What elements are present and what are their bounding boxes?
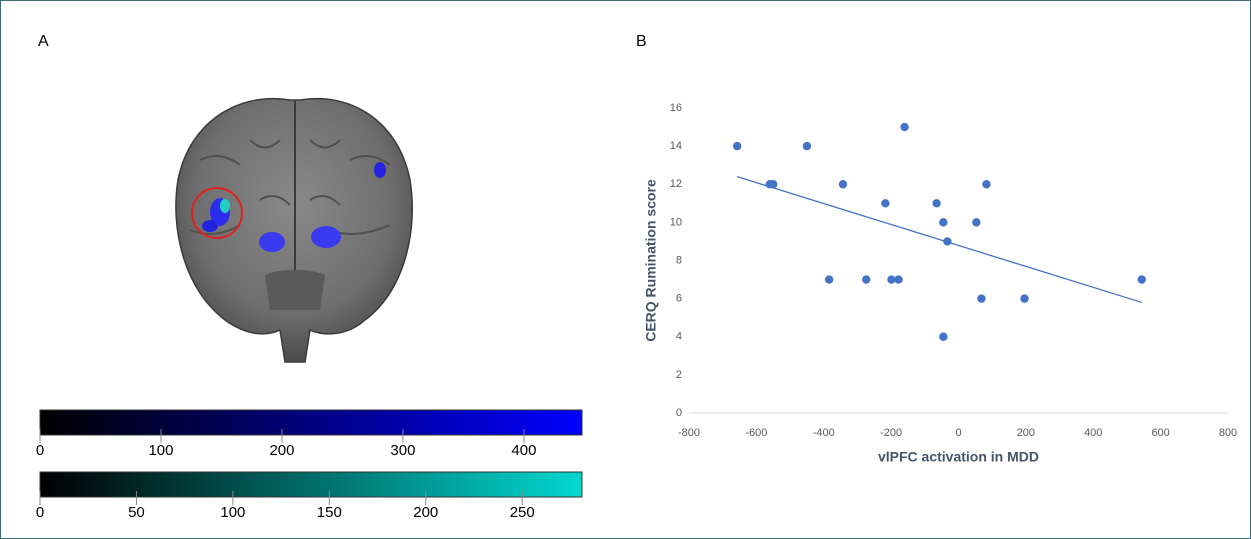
point — [802, 141, 812, 151]
point — [769, 180, 778, 189]
x-tick-label: 400 — [1084, 427, 1102, 439]
tick-label: 50 — [128, 504, 145, 521]
panel-label: B — [636, 33, 647, 50]
tick-label: 0 — [36, 504, 44, 521]
y-axis-label: CERQ Rumination score — [643, 179, 659, 342]
point — [1020, 294, 1029, 303]
tick-label: 200 — [269, 442, 294, 459]
colorbar — [39, 409, 583, 436]
tick-label: 0 — [36, 442, 44, 459]
x-tick-label: -400 — [813, 427, 835, 439]
point — [972, 218, 981, 227]
point — [932, 199, 941, 208]
tick-label: 250 — [510, 504, 535, 521]
point — [861, 275, 871, 284]
x-axis-label: vlPFC activation in MDD — [878, 449, 1039, 465]
y-tick-label: 0 — [676, 407, 682, 419]
panel-label: A — [38, 33, 49, 50]
x-tick-label: -600 — [745, 427, 767, 439]
point — [982, 180, 991, 189]
point — [939, 218, 948, 227]
point — [881, 199, 890, 208]
point — [939, 332, 948, 341]
blob — [311, 226, 341, 248]
x-tick-label: 800 — [1219, 427, 1237, 439]
point — [977, 294, 986, 303]
point — [900, 122, 909, 132]
x-tick-label: -800 — [678, 427, 700, 439]
blob — [220, 199, 230, 213]
y-tick-label: 6 — [676, 293, 682, 305]
y-tick-label: 4 — [676, 331, 682, 343]
tick-label: 300 — [390, 442, 415, 459]
cerebellum — [265, 269, 325, 310]
tick-label: 150 — [317, 504, 342, 521]
colorbar — [39, 471, 583, 498]
x-tick-label: 200 — [1017, 427, 1035, 439]
tick-label: 200 — [413, 504, 438, 521]
blob — [374, 162, 386, 178]
brain-image — [175, 98, 413, 363]
point — [824, 275, 834, 284]
highlight-circle — [191, 187, 243, 239]
x-tick-label: 600 — [1151, 427, 1169, 439]
point — [943, 237, 952, 246]
point — [894, 275, 903, 284]
blob — [259, 232, 285, 252]
y-tick-label: 12 — [670, 178, 682, 190]
tick-label: 400 — [511, 442, 536, 459]
point — [1137, 275, 1146, 284]
x-tick-label: -200 — [880, 427, 902, 439]
point — [838, 180, 848, 189]
y-tick-label: 2 — [676, 369, 682, 381]
y-tick-label: 16 — [670, 102, 682, 114]
y-tick-label: 10 — [670, 216, 682, 228]
tick-label: 100 — [220, 504, 245, 521]
x-tick-label: 0 — [955, 427, 961, 439]
blob — [202, 220, 218, 232]
point — [732, 141, 742, 151]
y-tick-label: 8 — [676, 254, 682, 266]
tick-label: 100 — [148, 442, 173, 459]
point — [887, 275, 896, 284]
trendline — [736, 176, 1142, 304]
y-tick-label: 14 — [670, 140, 682, 152]
gyri — [189, 139, 391, 235]
